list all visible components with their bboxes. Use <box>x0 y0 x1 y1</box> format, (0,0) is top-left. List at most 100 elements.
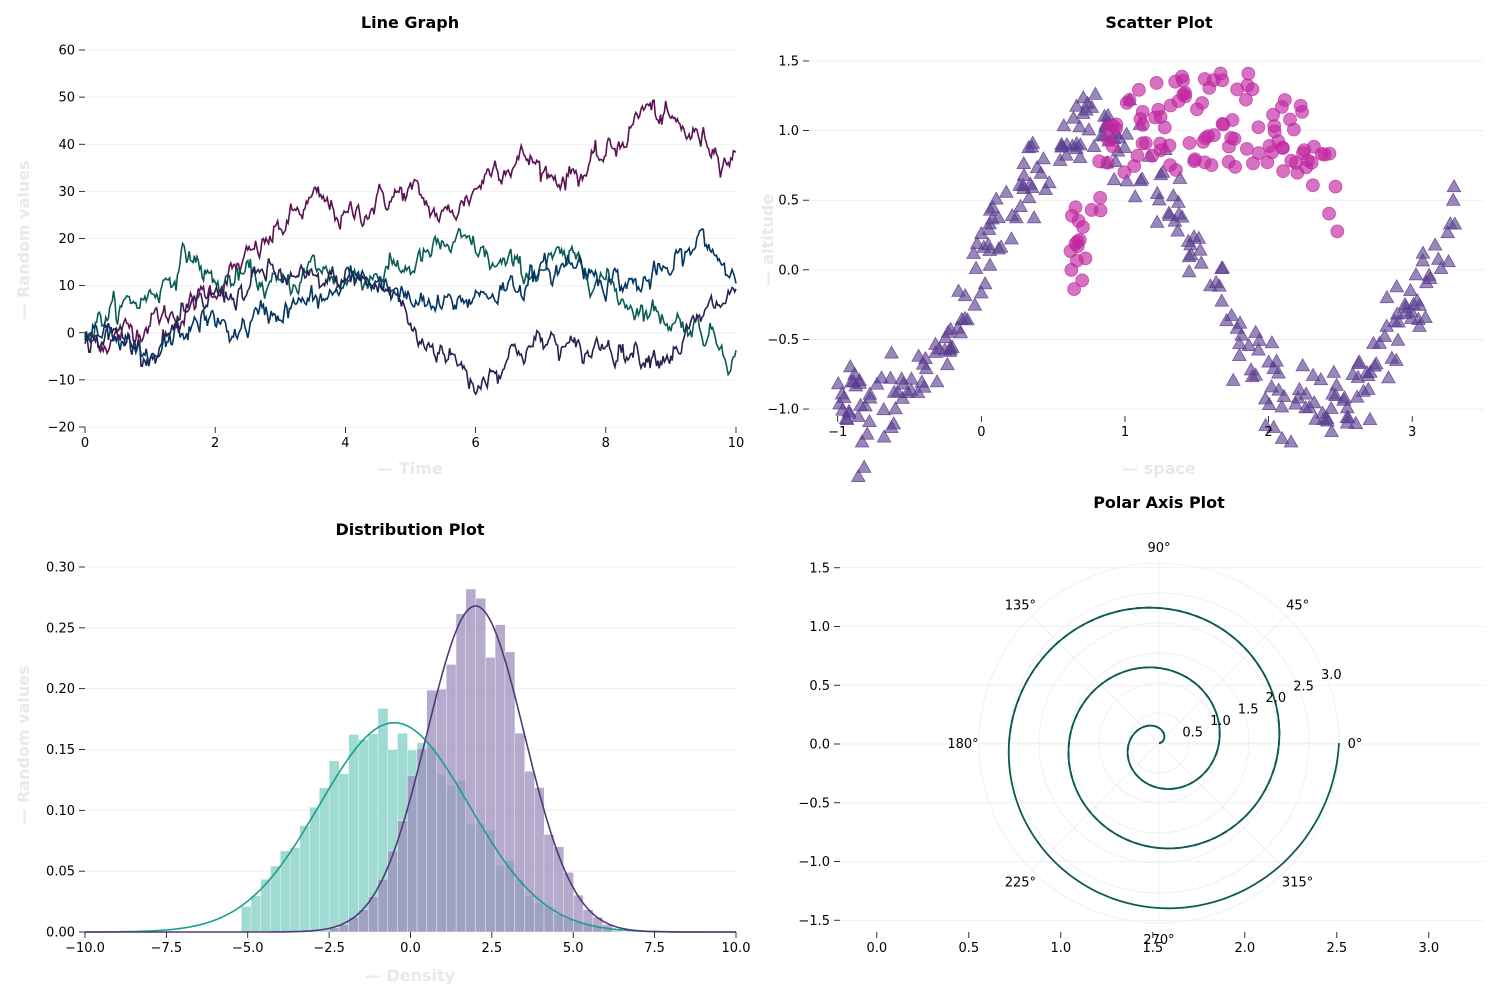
scatter-triangle <box>1271 365 1286 379</box>
scatter-triangle <box>1119 173 1135 187</box>
distribution-histograms <box>241 588 623 933</box>
scatter-triangle <box>1134 171 1150 185</box>
polar-angle-label: 45° <box>1286 598 1309 613</box>
scatter-triangle <box>1193 255 1209 269</box>
scatter-triangle <box>988 191 1004 205</box>
scatter-triangle <box>1412 297 1428 311</box>
scatter-circle <box>1304 155 1319 170</box>
scatter-circle <box>1138 136 1153 150</box>
line-graph-xlabel: — Time <box>377 459 443 478</box>
scatter-triangle <box>859 426 875 440</box>
scatter-circle <box>1295 105 1310 119</box>
distribution-xtick-label: 2.5 <box>482 941 503 956</box>
scatter-triangle <box>1427 237 1443 251</box>
scatter-xtick-label: −1 <box>828 425 847 440</box>
distribution-xtick-label: 0.0 <box>400 941 421 956</box>
scatter-triangle <box>976 239 992 253</box>
distribution-bar <box>250 895 262 933</box>
scatter-triangle <box>900 384 916 399</box>
line-graph-series <box>84 99 737 396</box>
scatter-triangle <box>1214 260 1229 275</box>
polar-xtick-label: 0.5 <box>958 941 979 956</box>
scatter-triangle <box>1036 151 1051 165</box>
scatter-triangle <box>914 374 930 388</box>
scatter-triangle <box>1029 159 1045 174</box>
scatter-triangle <box>1324 423 1339 438</box>
scatter-triangle <box>1072 137 1088 151</box>
scatter-triangle <box>1127 189 1143 203</box>
scatter-triangle <box>1290 390 1306 404</box>
scatter-triangle <box>1362 411 1378 426</box>
scatter-circle <box>1328 179 1343 194</box>
scatter-circle <box>1227 131 1242 146</box>
scatter-triangle <box>1440 224 1456 239</box>
scatter-triangle <box>1345 366 1361 380</box>
scatter-xtick-label: 2 <box>1264 425 1272 440</box>
line-series-0 <box>84 99 737 356</box>
distribution-bar <box>309 807 320 933</box>
scatter-triangle <box>1072 119 1088 133</box>
scatter-circle <box>1314 147 1329 161</box>
scatter-ytick-label: 1.5 <box>778 54 799 69</box>
line-graph-panel: −20 −10 0 10 20 30 40 50 60 0 2 4 6 8 10 Line Graph — … <box>14 13 744 478</box>
scatter-triangle <box>886 384 902 398</box>
scatter-triangle <box>1149 214 1165 228</box>
scatter-triangle <box>876 401 892 416</box>
distribution-bar <box>475 597 486 933</box>
scatter-circle <box>1202 81 1217 95</box>
scatter-ylabel: — altitude <box>758 194 777 286</box>
scatter-triangle <box>1151 192 1167 206</box>
line-graph-xtick-label: 10 <box>728 436 745 451</box>
scatter-circle <box>1251 120 1266 135</box>
scatter-triangle <box>884 419 899 433</box>
distribution-bar <box>485 657 496 933</box>
line-graph-ylabel: — Random values <box>14 160 33 319</box>
scatter-circle <box>1239 92 1253 107</box>
scatter-triangle <box>1379 289 1395 304</box>
distribution-ytick-label: 0.20 <box>46 682 75 697</box>
distribution-bar <box>299 825 311 933</box>
scatter-triangle <box>1325 386 1341 400</box>
scatter-circle <box>1078 251 1093 266</box>
scatter-triangle <box>1261 396 1277 410</box>
scatter-triangle <box>1016 155 1032 170</box>
distribution-xtick-label: −7.5 <box>151 941 183 956</box>
distribution-bar <box>504 651 516 933</box>
distribution-ytick-label: 0.25 <box>46 621 75 636</box>
scatter-triangle <box>1181 248 1197 263</box>
scatter-circle <box>1130 148 1145 163</box>
scatter-circle <box>1070 234 1085 249</box>
distribution-kde-0 <box>85 722 736 933</box>
distribution-bar <box>436 689 447 933</box>
scatter-triangle <box>1161 205 1177 219</box>
line-graph-ytick-label: 0 <box>67 326 75 341</box>
scatter-circle <box>1151 102 1166 117</box>
scatter-circle <box>1330 224 1345 239</box>
polar-ytick-label: −1.0 <box>798 855 830 870</box>
scatter-circle <box>1230 82 1245 97</box>
scatter-triangle <box>939 356 955 371</box>
distribution-panel: 0.00 0.05 0.10 0.15 0.20 0.25 0.30 −10.0 −7.5 −5.… <box>14 520 750 985</box>
scatter-triangle <box>1359 364 1375 379</box>
distribution-bar <box>543 834 555 933</box>
scatter-circle <box>1131 82 1146 97</box>
scatter-triangle <box>834 386 850 400</box>
scatter-triangle <box>1248 324 1264 338</box>
scatter-triangle <box>950 320 966 334</box>
distribution-xtick-label: −2.5 <box>313 941 345 956</box>
scatter-circle <box>1175 69 1189 84</box>
polar-xtick-label: 3.0 <box>1418 941 1439 956</box>
scatter-triangle <box>937 342 953 356</box>
scatter-triangle <box>1214 293 1230 307</box>
scatter-triangle <box>1349 389 1365 403</box>
scatter-triangle <box>1021 189 1037 204</box>
scatter-triangle <box>1155 164 1171 178</box>
distribution-bar <box>494 624 506 933</box>
scatter-triangle <box>951 283 966 297</box>
scatter-triangle <box>1066 110 1081 124</box>
line-graph-ytick-label: 60 <box>58 44 75 59</box>
scatter-circle <box>1068 200 1083 215</box>
line-graph-ytick-label: 50 <box>58 91 75 106</box>
scatter-circle <box>1246 156 1260 171</box>
scatter-triangle <box>967 297 983 311</box>
